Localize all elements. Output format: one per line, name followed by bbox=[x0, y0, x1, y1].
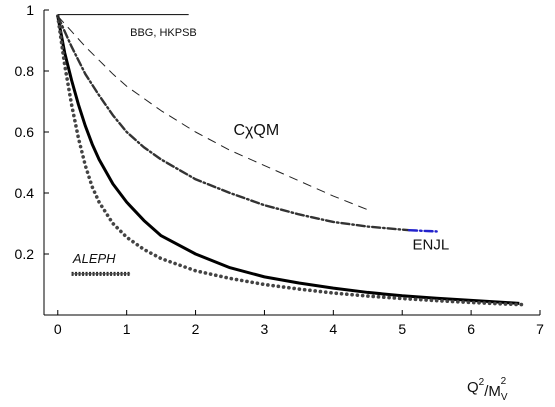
axes bbox=[43, 10, 540, 316]
series-group bbox=[55, 13, 525, 307]
annotation: BBG, HKPSB bbox=[130, 27, 197, 39]
annotation: ENJL bbox=[413, 236, 450, 253]
x-tick-label: 5 bbox=[398, 321, 406, 337]
annotations: BBG, HKPSB CχQM ENJL ALEPH bbox=[72, 27, 449, 266]
x-tick-label: 0 bbox=[54, 321, 62, 337]
x-tick-label: 3 bbox=[261, 321, 269, 337]
ticks: 0 1 2 3 4 5 6 7 0.2 0.4 0.6 0.8 1 bbox=[15, 2, 545, 337]
x-axis-label: Q2/MV2 bbox=[467, 376, 508, 403]
annotation: ALEPH bbox=[72, 251, 116, 266]
series-solid-thick bbox=[56, 15, 520, 305]
series-dash-dot bbox=[56, 14, 411, 232]
x-tick-label: 1 bbox=[123, 321, 131, 337]
x-tick-label: 7 bbox=[536, 321, 544, 337]
x-tick-label: 2 bbox=[192, 321, 200, 337]
y-tick-label: 0.2 bbox=[15, 246, 35, 262]
series-dashed bbox=[57, 15, 368, 211]
annotation: CχQM bbox=[233, 122, 279, 139]
y-tick-label: 0.6 bbox=[15, 124, 35, 140]
x-tick-label: 4 bbox=[329, 321, 337, 337]
series-dash-dot-blue bbox=[407, 229, 438, 233]
series-dotted bbox=[55, 14, 525, 307]
y-tick-label: 0.4 bbox=[15, 185, 35, 201]
x-tick-label: 6 bbox=[467, 321, 475, 337]
y-tick-label: 1 bbox=[26, 2, 34, 18]
y-tick-label: 0.8 bbox=[15, 63, 35, 79]
